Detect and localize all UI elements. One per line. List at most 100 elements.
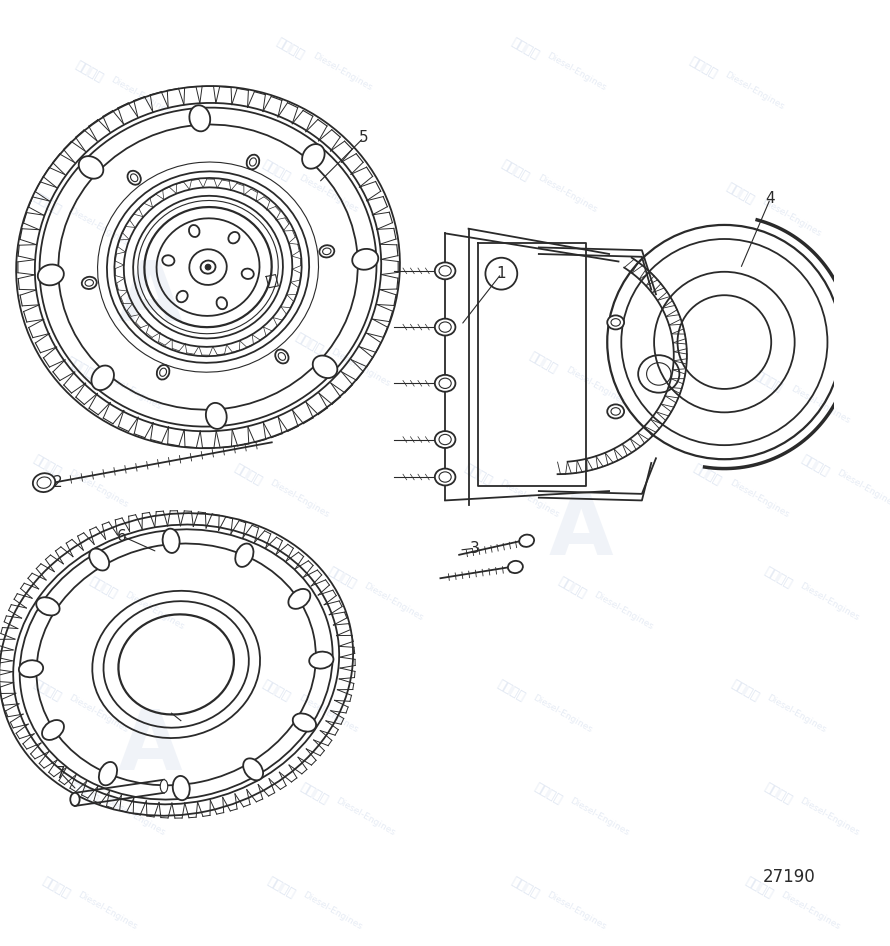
Ellipse shape: [242, 269, 254, 279]
Text: Diesel-Engines: Diesel-Engines: [798, 581, 861, 622]
Text: Diesel-Engines: Diesel-Engines: [780, 890, 842, 932]
Ellipse shape: [508, 561, 523, 573]
Text: Diesel-Engines: Diesel-Engines: [109, 75, 172, 116]
Text: Diesel-Engines: Diesel-Engines: [296, 173, 360, 215]
Text: Diesel-Engines: Diesel-Engines: [531, 693, 594, 735]
Ellipse shape: [173, 776, 190, 800]
Ellipse shape: [127, 171, 141, 184]
Ellipse shape: [206, 264, 211, 270]
Text: 紫发动力: 紫发动力: [762, 565, 794, 591]
Text: Diesel-Engines: Diesel-Engines: [302, 890, 364, 932]
Text: Diesel-Engines: Diesel-Engines: [761, 197, 823, 238]
Text: 紫发动力: 紫发动力: [555, 574, 588, 601]
Text: Diesel-Engines: Diesel-Engines: [498, 478, 561, 519]
Ellipse shape: [206, 403, 227, 429]
Text: 紫发动力: 紫发动力: [799, 452, 831, 479]
Text: 紫发动力: 紫发动力: [87, 574, 119, 601]
Text: Diesel-Engines: Diesel-Engines: [545, 51, 608, 93]
Text: 紫发动力: 紫发动力: [527, 350, 560, 376]
Text: Diesel-Engines: Diesel-Engines: [269, 478, 331, 519]
Text: 紫发动力: 紫发动力: [260, 677, 293, 704]
Text: 紫发动力: 紫发动力: [762, 780, 794, 807]
Text: 紫发动力: 紫发动力: [30, 677, 63, 704]
Text: Diesel-Engines: Diesel-Engines: [77, 890, 139, 932]
Ellipse shape: [352, 249, 378, 270]
Text: 27190: 27190: [763, 867, 815, 885]
Ellipse shape: [275, 349, 288, 363]
Text: Diesel-Engines: Diesel-Engines: [592, 590, 654, 632]
Ellipse shape: [70, 793, 79, 806]
Text: 7: 7: [56, 765, 66, 780]
Text: 4: 4: [765, 191, 775, 206]
Ellipse shape: [162, 255, 174, 266]
Text: Diesel-Engines: Diesel-Engines: [569, 797, 631, 838]
Ellipse shape: [293, 713, 316, 731]
Text: 紫发动力: 紫发动力: [293, 331, 326, 357]
Text: 紫发动力: 紫发动力: [508, 36, 541, 61]
Text: A: A: [549, 491, 613, 572]
Text: A: A: [117, 707, 182, 787]
Ellipse shape: [235, 544, 254, 567]
Text: 紫发动力: 紫发动力: [73, 59, 105, 85]
Text: Diesel-Engines: Diesel-Engines: [105, 797, 167, 838]
Text: 紫发动力: 紫发动力: [274, 36, 307, 61]
Ellipse shape: [435, 375, 456, 392]
Ellipse shape: [157, 365, 169, 379]
Ellipse shape: [216, 297, 227, 309]
Ellipse shape: [19, 660, 43, 677]
Text: 紫发动力: 紫发动力: [729, 677, 761, 704]
Text: 紫发动力: 紫发动力: [232, 462, 264, 488]
Text: 3: 3: [470, 541, 480, 555]
Text: 1: 1: [497, 266, 506, 281]
Ellipse shape: [163, 529, 180, 553]
Text: 紫发动力: 紫发动力: [30, 452, 63, 479]
Ellipse shape: [309, 652, 334, 669]
Text: 紫发动力: 紫发动力: [69, 780, 101, 807]
Text: 紫发动力: 紫发动力: [499, 157, 531, 184]
Text: Diesel-Engines: Diesel-Engines: [311, 51, 373, 93]
Text: Diesel-Engines: Diesel-Engines: [124, 590, 186, 632]
Text: Diesel-Engines: Diesel-Engines: [563, 365, 627, 407]
Text: Diesel-Engines: Diesel-Engines: [296, 693, 360, 735]
Ellipse shape: [42, 720, 64, 740]
Text: Diesel-Engines: Diesel-Engines: [536, 173, 598, 215]
Text: Diesel-Engines: Diesel-Engines: [67, 206, 130, 248]
Ellipse shape: [435, 468, 456, 485]
Ellipse shape: [302, 144, 325, 168]
Text: 紫发动力: 紫发动力: [532, 780, 564, 807]
Text: Diesel-Engines: Diesel-Engines: [67, 468, 130, 510]
Ellipse shape: [33, 473, 55, 492]
Ellipse shape: [78, 156, 103, 179]
Text: 紫发动力: 紫发动力: [462, 462, 494, 488]
Text: 紫发动力: 紫发动力: [724, 181, 756, 207]
Text: 紫发动力: 紫发动力: [508, 874, 541, 901]
Ellipse shape: [607, 315, 624, 329]
Text: Diesel-Engines: Diesel-Engines: [789, 384, 851, 426]
Ellipse shape: [607, 404, 624, 418]
Text: Diesel-Engines: Diesel-Engines: [836, 468, 890, 510]
Text: 2: 2: [53, 475, 63, 490]
Ellipse shape: [229, 232, 239, 243]
Text: 紫发动力: 紫发动力: [743, 874, 775, 901]
Text: 紫发动力: 紫发动力: [692, 462, 724, 488]
Text: Diesel-Engines: Diesel-Engines: [798, 797, 861, 838]
Text: 紫发动力: 紫发动力: [752, 368, 785, 394]
Text: Diesel-Engines: Diesel-Engines: [362, 581, 425, 622]
Ellipse shape: [519, 534, 534, 547]
Text: Diesel-Engines: Diesel-Engines: [765, 693, 828, 735]
Text: Diesel-Engines: Diesel-Engines: [545, 890, 608, 932]
Ellipse shape: [189, 225, 199, 237]
Text: Diesel-Engines: Diesel-Engines: [335, 797, 397, 838]
Text: 紫发动力: 紫发动力: [40, 874, 72, 901]
Text: 5: 5: [359, 131, 368, 146]
Ellipse shape: [247, 154, 259, 169]
Text: 紫发动力: 紫发动力: [495, 677, 527, 704]
Ellipse shape: [99, 762, 117, 785]
Ellipse shape: [435, 262, 456, 279]
Ellipse shape: [243, 759, 263, 780]
Ellipse shape: [82, 277, 97, 289]
Ellipse shape: [37, 265, 64, 286]
Ellipse shape: [190, 105, 210, 131]
Text: 紫发动力: 紫发动力: [326, 565, 359, 591]
Text: 6: 6: [117, 529, 126, 544]
